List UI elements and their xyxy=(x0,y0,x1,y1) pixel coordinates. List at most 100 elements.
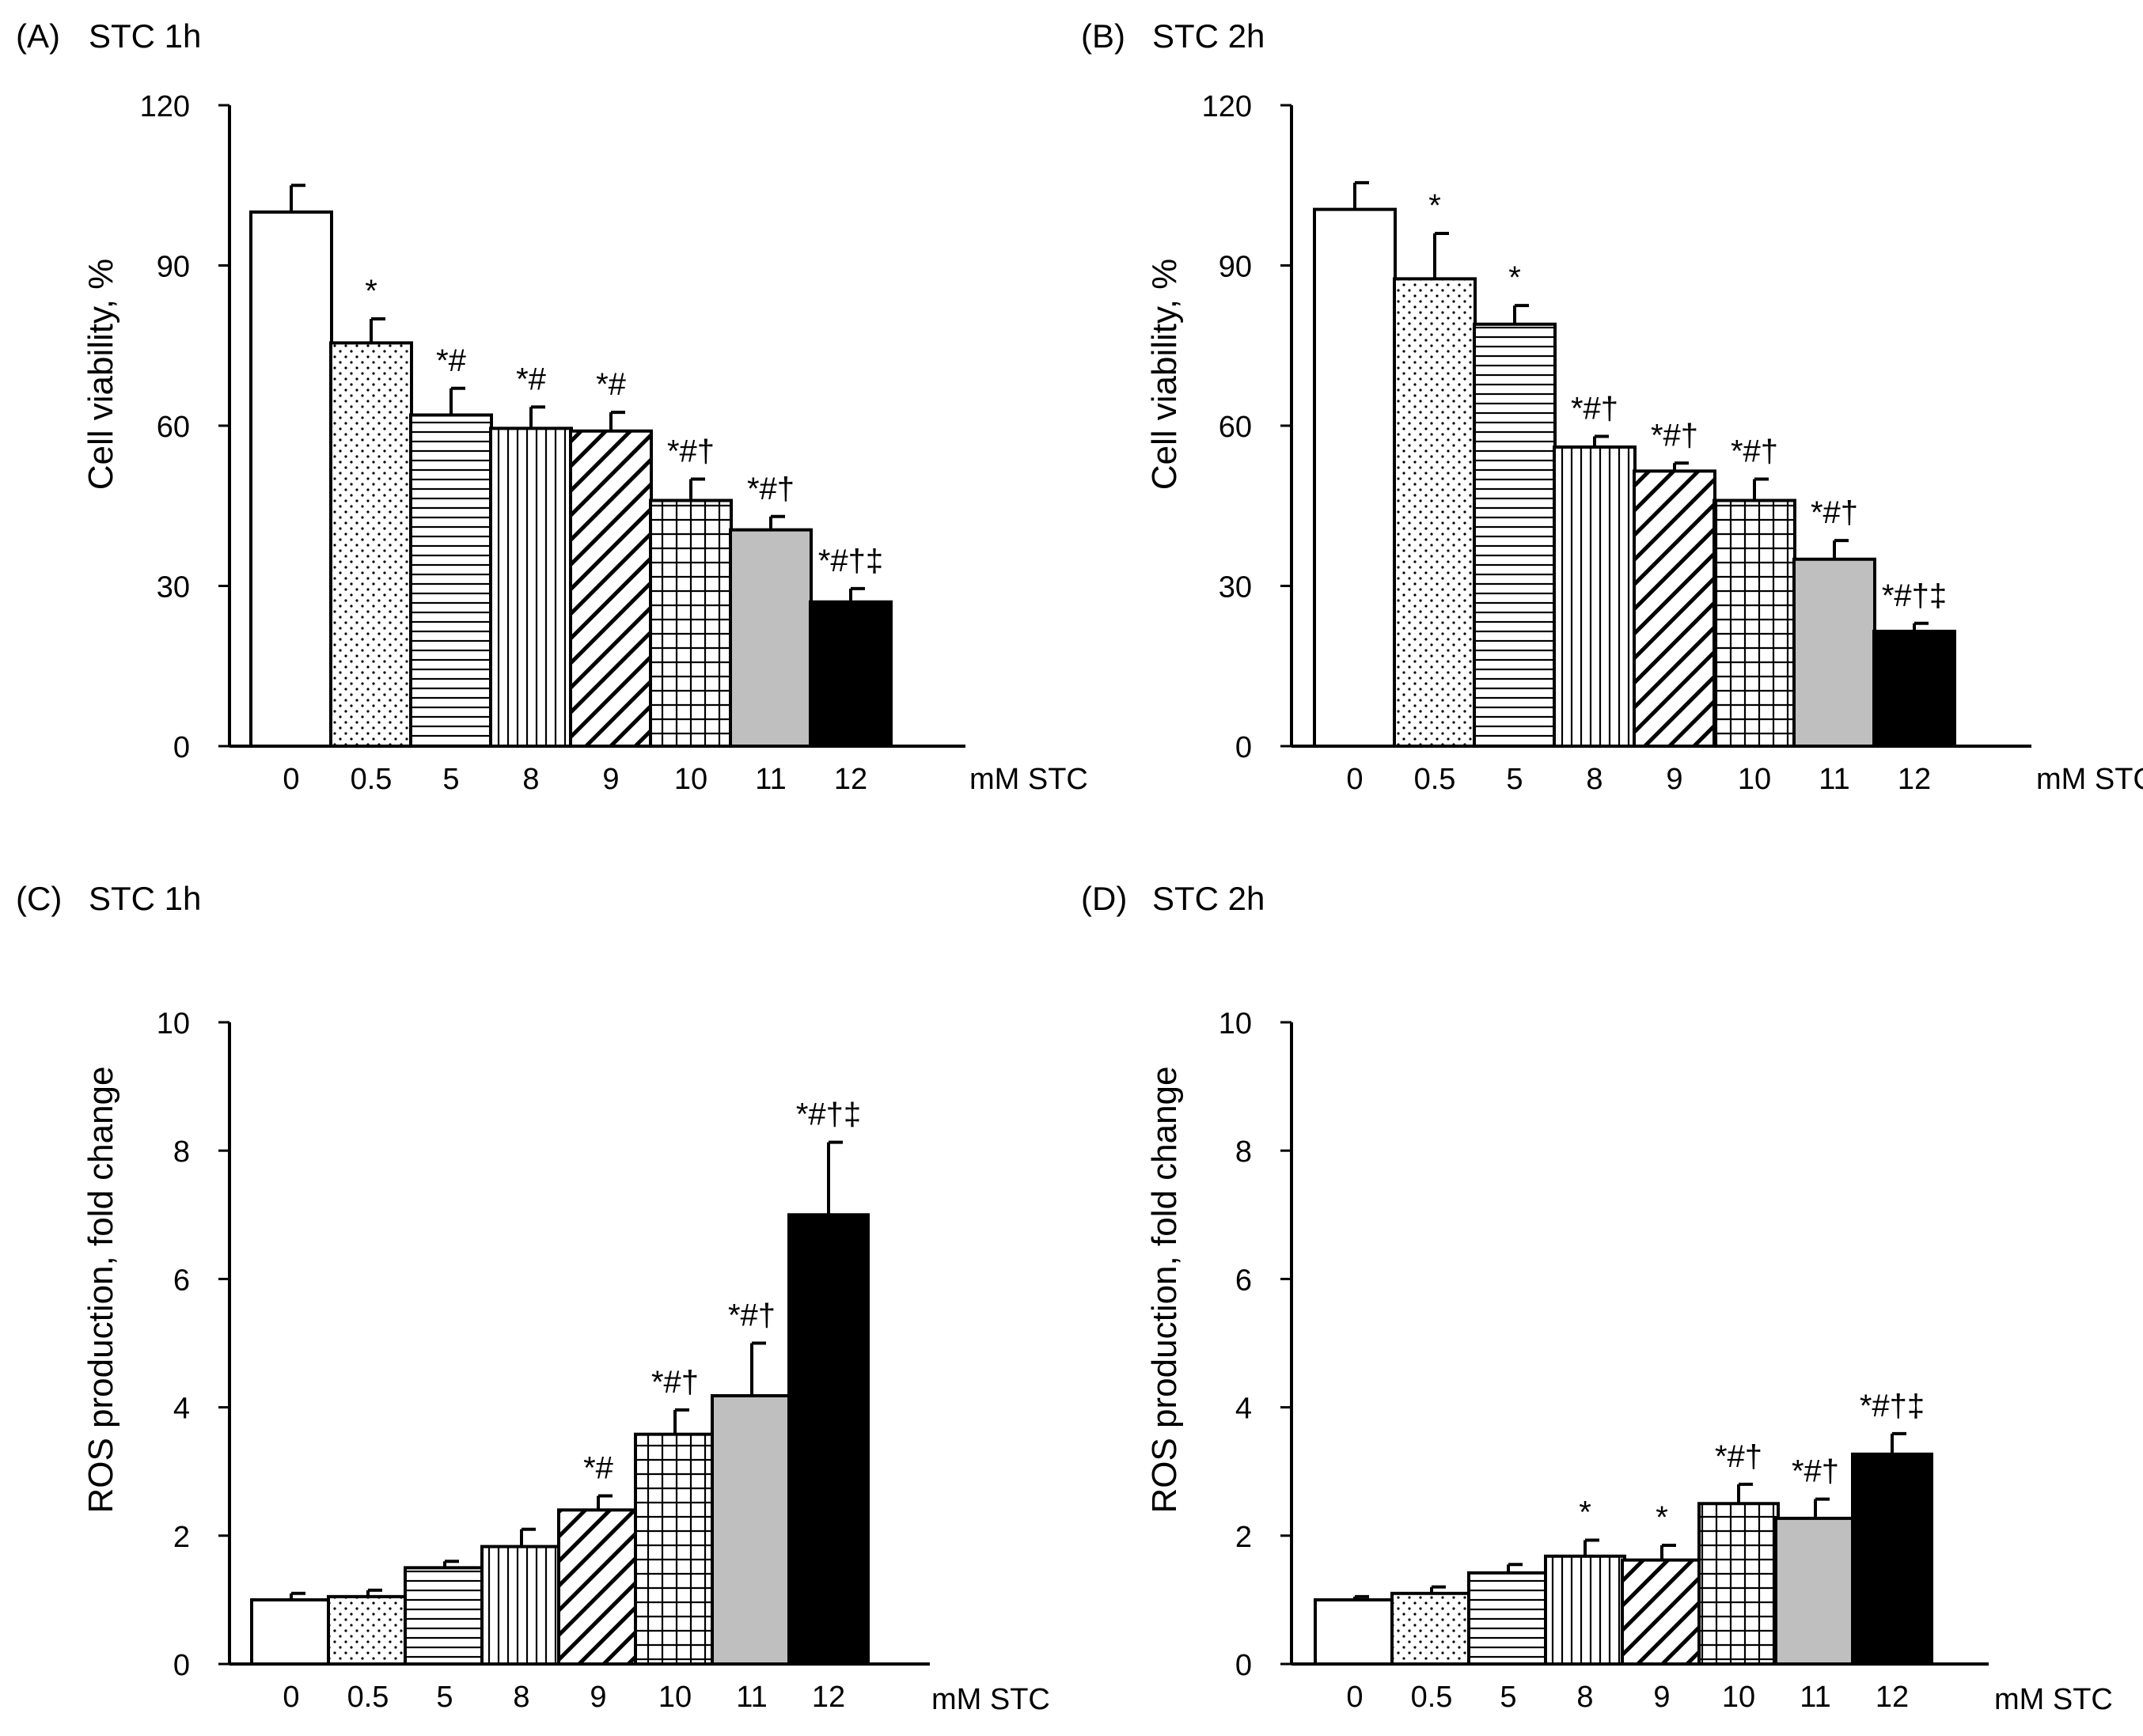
x-tick-label: 0 xyxy=(283,763,299,796)
x-axis-label: mM STC xyxy=(1994,1683,2113,1716)
panel-a: (A) STC 1h Cell viability, % mM STC 0 30 6… xyxy=(16,17,1088,796)
x-tick-label: 10 xyxy=(658,1681,692,1714)
bar xyxy=(1872,629,1956,748)
y-tick-label: 0 xyxy=(1235,731,1252,764)
x-tick-label: 12 xyxy=(812,1681,845,1714)
x-tick-label: 9 xyxy=(1653,1681,1670,1714)
y-tick-label: 90 xyxy=(1219,251,1252,284)
bar xyxy=(409,413,493,748)
bar xyxy=(1621,1558,1703,1666)
significance-label: * xyxy=(1579,1495,1591,1529)
x-tick-label: 9 xyxy=(590,1681,606,1714)
significance-label: *# xyxy=(436,343,467,378)
significance-label: * xyxy=(365,274,377,309)
significance-label: *# xyxy=(596,367,627,402)
y-tick-label: 10 xyxy=(157,1007,190,1040)
bar xyxy=(1313,207,1397,748)
significance-label: *#† xyxy=(1731,434,1778,469)
significance-label: *# xyxy=(516,362,547,396)
y-tick-label: 120 xyxy=(140,90,190,123)
y-tick-label: 2 xyxy=(1235,1521,1252,1554)
y-tick-label: 0 xyxy=(1235,1649,1252,1682)
significance-label: * xyxy=(1428,188,1441,223)
y-tick-label: 10 xyxy=(1219,1007,1252,1040)
bar xyxy=(480,1545,563,1666)
panel-d: (D) STC 2h ROS production, fold change m… xyxy=(1081,880,2113,1716)
x-tick-label: 0 xyxy=(1346,763,1363,796)
bar xyxy=(1393,277,1477,748)
significance-label: *#†‡ xyxy=(796,1097,861,1132)
y-tick-label: 60 xyxy=(157,411,190,444)
x-tick-label: 0.5 xyxy=(351,763,393,796)
x-tick-label: 12 xyxy=(834,763,867,796)
bar xyxy=(711,1394,793,1666)
bar xyxy=(489,426,573,748)
y-tick-label: 4 xyxy=(173,1393,190,1426)
y-tick-label: 90 xyxy=(157,251,190,284)
x-axis-label: mM STC xyxy=(969,763,1088,796)
x-axis-label: mM STC xyxy=(931,1683,1050,1716)
bar xyxy=(1467,1571,1549,1666)
x-tick-label: 5 xyxy=(442,763,459,796)
x-tick-label: 8 xyxy=(1586,763,1603,796)
panel-label: (C) xyxy=(16,880,62,917)
x-tick-label: 10 xyxy=(1738,763,1771,796)
x-tick-label: 8 xyxy=(1576,1681,1593,1714)
x-tick-label: 5 xyxy=(1500,1681,1516,1714)
bar xyxy=(1713,498,1796,748)
panel-label: (A) xyxy=(16,17,60,55)
y-tick-label: 30 xyxy=(1219,571,1252,605)
bar xyxy=(249,210,333,748)
x-tick-label: 8 xyxy=(513,1681,529,1714)
y-axis-label: Cell viability, % xyxy=(1145,259,1184,491)
bar xyxy=(1774,1516,1857,1666)
significance-label: *#†‡ xyxy=(1860,1389,1925,1423)
y-tick-label: 4 xyxy=(1235,1393,1252,1426)
bar xyxy=(557,1508,639,1666)
bar xyxy=(327,1594,409,1666)
panel-c: (C) STC 1h ROS production, fold change m… xyxy=(16,880,1050,1716)
panel-b: (B) STC 2h Cell viability, % mM STC 0 30 6… xyxy=(1081,17,2143,796)
panel-title: STC 1h xyxy=(89,17,201,55)
x-axis-label: mM STC xyxy=(2036,763,2143,796)
bar xyxy=(569,429,653,748)
x-tick-label: 0 xyxy=(283,1681,299,1714)
y-tick-label: 0 xyxy=(173,1649,190,1682)
significance-label: *#† xyxy=(1651,418,1698,453)
significance-label: *#† xyxy=(747,472,795,506)
x-tick-label: 10 xyxy=(674,763,707,796)
bar xyxy=(1473,322,1557,748)
significance-label: *#†‡ xyxy=(1882,578,1947,613)
significance-label: *#† xyxy=(1792,1454,1839,1489)
bar xyxy=(809,600,893,748)
bar xyxy=(250,1598,332,1666)
bar xyxy=(729,528,813,748)
x-tick-label: 5 xyxy=(436,1681,453,1714)
y-tick-label: 60 xyxy=(1219,411,1252,444)
y-tick-label: 120 xyxy=(1202,90,1252,123)
x-tick-label: 9 xyxy=(1666,763,1682,796)
x-tick-label: 5 xyxy=(1506,763,1523,796)
x-tick-label: 10 xyxy=(1722,1681,1755,1714)
significance-label: *#† xyxy=(1571,392,1618,426)
bar xyxy=(1553,445,1637,748)
significance-label: * xyxy=(1508,260,1521,295)
x-tick-label: 0.5 xyxy=(1411,1681,1453,1714)
significance-label: *#†‡ xyxy=(818,544,883,578)
x-tick-label: 9 xyxy=(602,763,619,796)
panel-title: STC 2h xyxy=(1152,880,1265,917)
y-tick-label: 0 xyxy=(173,731,190,764)
y-tick-label: 6 xyxy=(173,1264,190,1297)
significance-label: *#† xyxy=(667,434,715,469)
panel-title: STC 2h xyxy=(1152,17,1265,55)
x-tick-label: 11 xyxy=(736,1681,767,1714)
significance-label: *#† xyxy=(1715,1439,1762,1474)
bar xyxy=(1314,1598,1396,1666)
significance-label: *# xyxy=(583,1451,614,1486)
y-tick-label: 6 xyxy=(1235,1264,1252,1297)
x-tick-label: 11 xyxy=(1800,1681,1830,1714)
x-tick-label: 11 xyxy=(1819,763,1849,796)
bar xyxy=(329,341,413,748)
bar xyxy=(404,1566,486,1666)
